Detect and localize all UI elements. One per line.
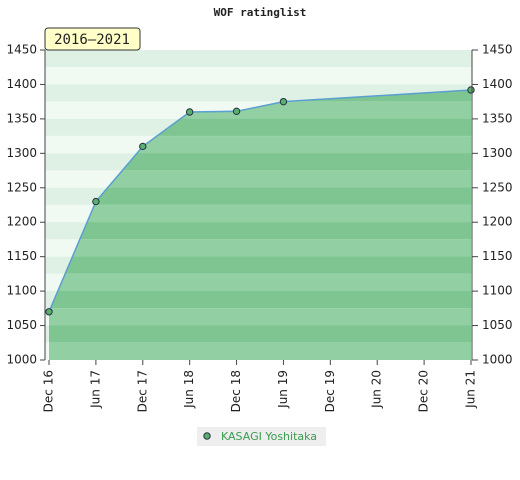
x-tick-label: Jun 20 — [370, 370, 384, 409]
x-tick-label: Jun 17 — [88, 370, 102, 409]
point — [467, 86, 475, 94]
point — [139, 142, 147, 151]
point — [92, 197, 100, 206]
x-tick-label: Dec 16 — [42, 370, 56, 412]
point — [232, 107, 241, 116]
y-tick-label: 1250 — [6, 180, 37, 194]
y2-tick-label: 1300 — [482, 146, 513, 160]
point — [45, 308, 53, 316]
y-tick-label: 1150 — [6, 249, 37, 263]
y2-tick-label: 1350 — [482, 111, 513, 125]
y2-tick-label: 1150 — [482, 249, 513, 263]
y2-tick-label: 1250 — [482, 180, 513, 194]
x-tick-label: Dec 18 — [229, 370, 243, 412]
badge: 2016–2021 — [54, 32, 130, 48]
y-tick-label: 1100 — [6, 284, 37, 298]
y-tick-label: 1200 — [6, 215, 37, 229]
y-tick-label: 1400 — [6, 77, 37, 91]
legend — [197, 427, 326, 446]
legend-label: KASAGI Yoshitaka — [221, 430, 317, 443]
y2-tick-label: 1100 — [482, 284, 513, 298]
legend-marker — [203, 432, 211, 440]
plot — [45, 86, 475, 360]
x-tick-label: Jun 21 — [464, 370, 478, 409]
x-tick-label: Dec 17 — [135, 370, 149, 412]
x-tick-label: Jun 19 — [276, 370, 290, 409]
chart-title: WOF ratinglist — [214, 6, 307, 19]
x-tick-label: Jun 18 — [182, 370, 196, 409]
y-tick-label: 1450 — [6, 43, 37, 57]
y2-tick-label: 1050 — [482, 318, 513, 332]
point — [185, 108, 194, 116]
y-tick-label: 1300 — [6, 146, 37, 160]
y-tick-label: 1050 — [6, 318, 37, 332]
x-tick-label: Dec 20 — [417, 370, 431, 412]
y2-tick-label: 1000 — [482, 353, 513, 367]
x-tick-label: Dec 19 — [323, 370, 337, 412]
area-fill — [49, 89, 471, 360]
y2-tick-label: 1200 — [482, 215, 513, 229]
badge-box — [44, 27, 141, 51]
y-tick-label: 1350 — [6, 111, 37, 125]
y2-tick-label: 1400 — [482, 77, 513, 91]
point — [279, 97, 288, 106]
y-tick-label: 1000 — [6, 353, 37, 367]
y2-tick-label: 1450 — [482, 43, 513, 57]
